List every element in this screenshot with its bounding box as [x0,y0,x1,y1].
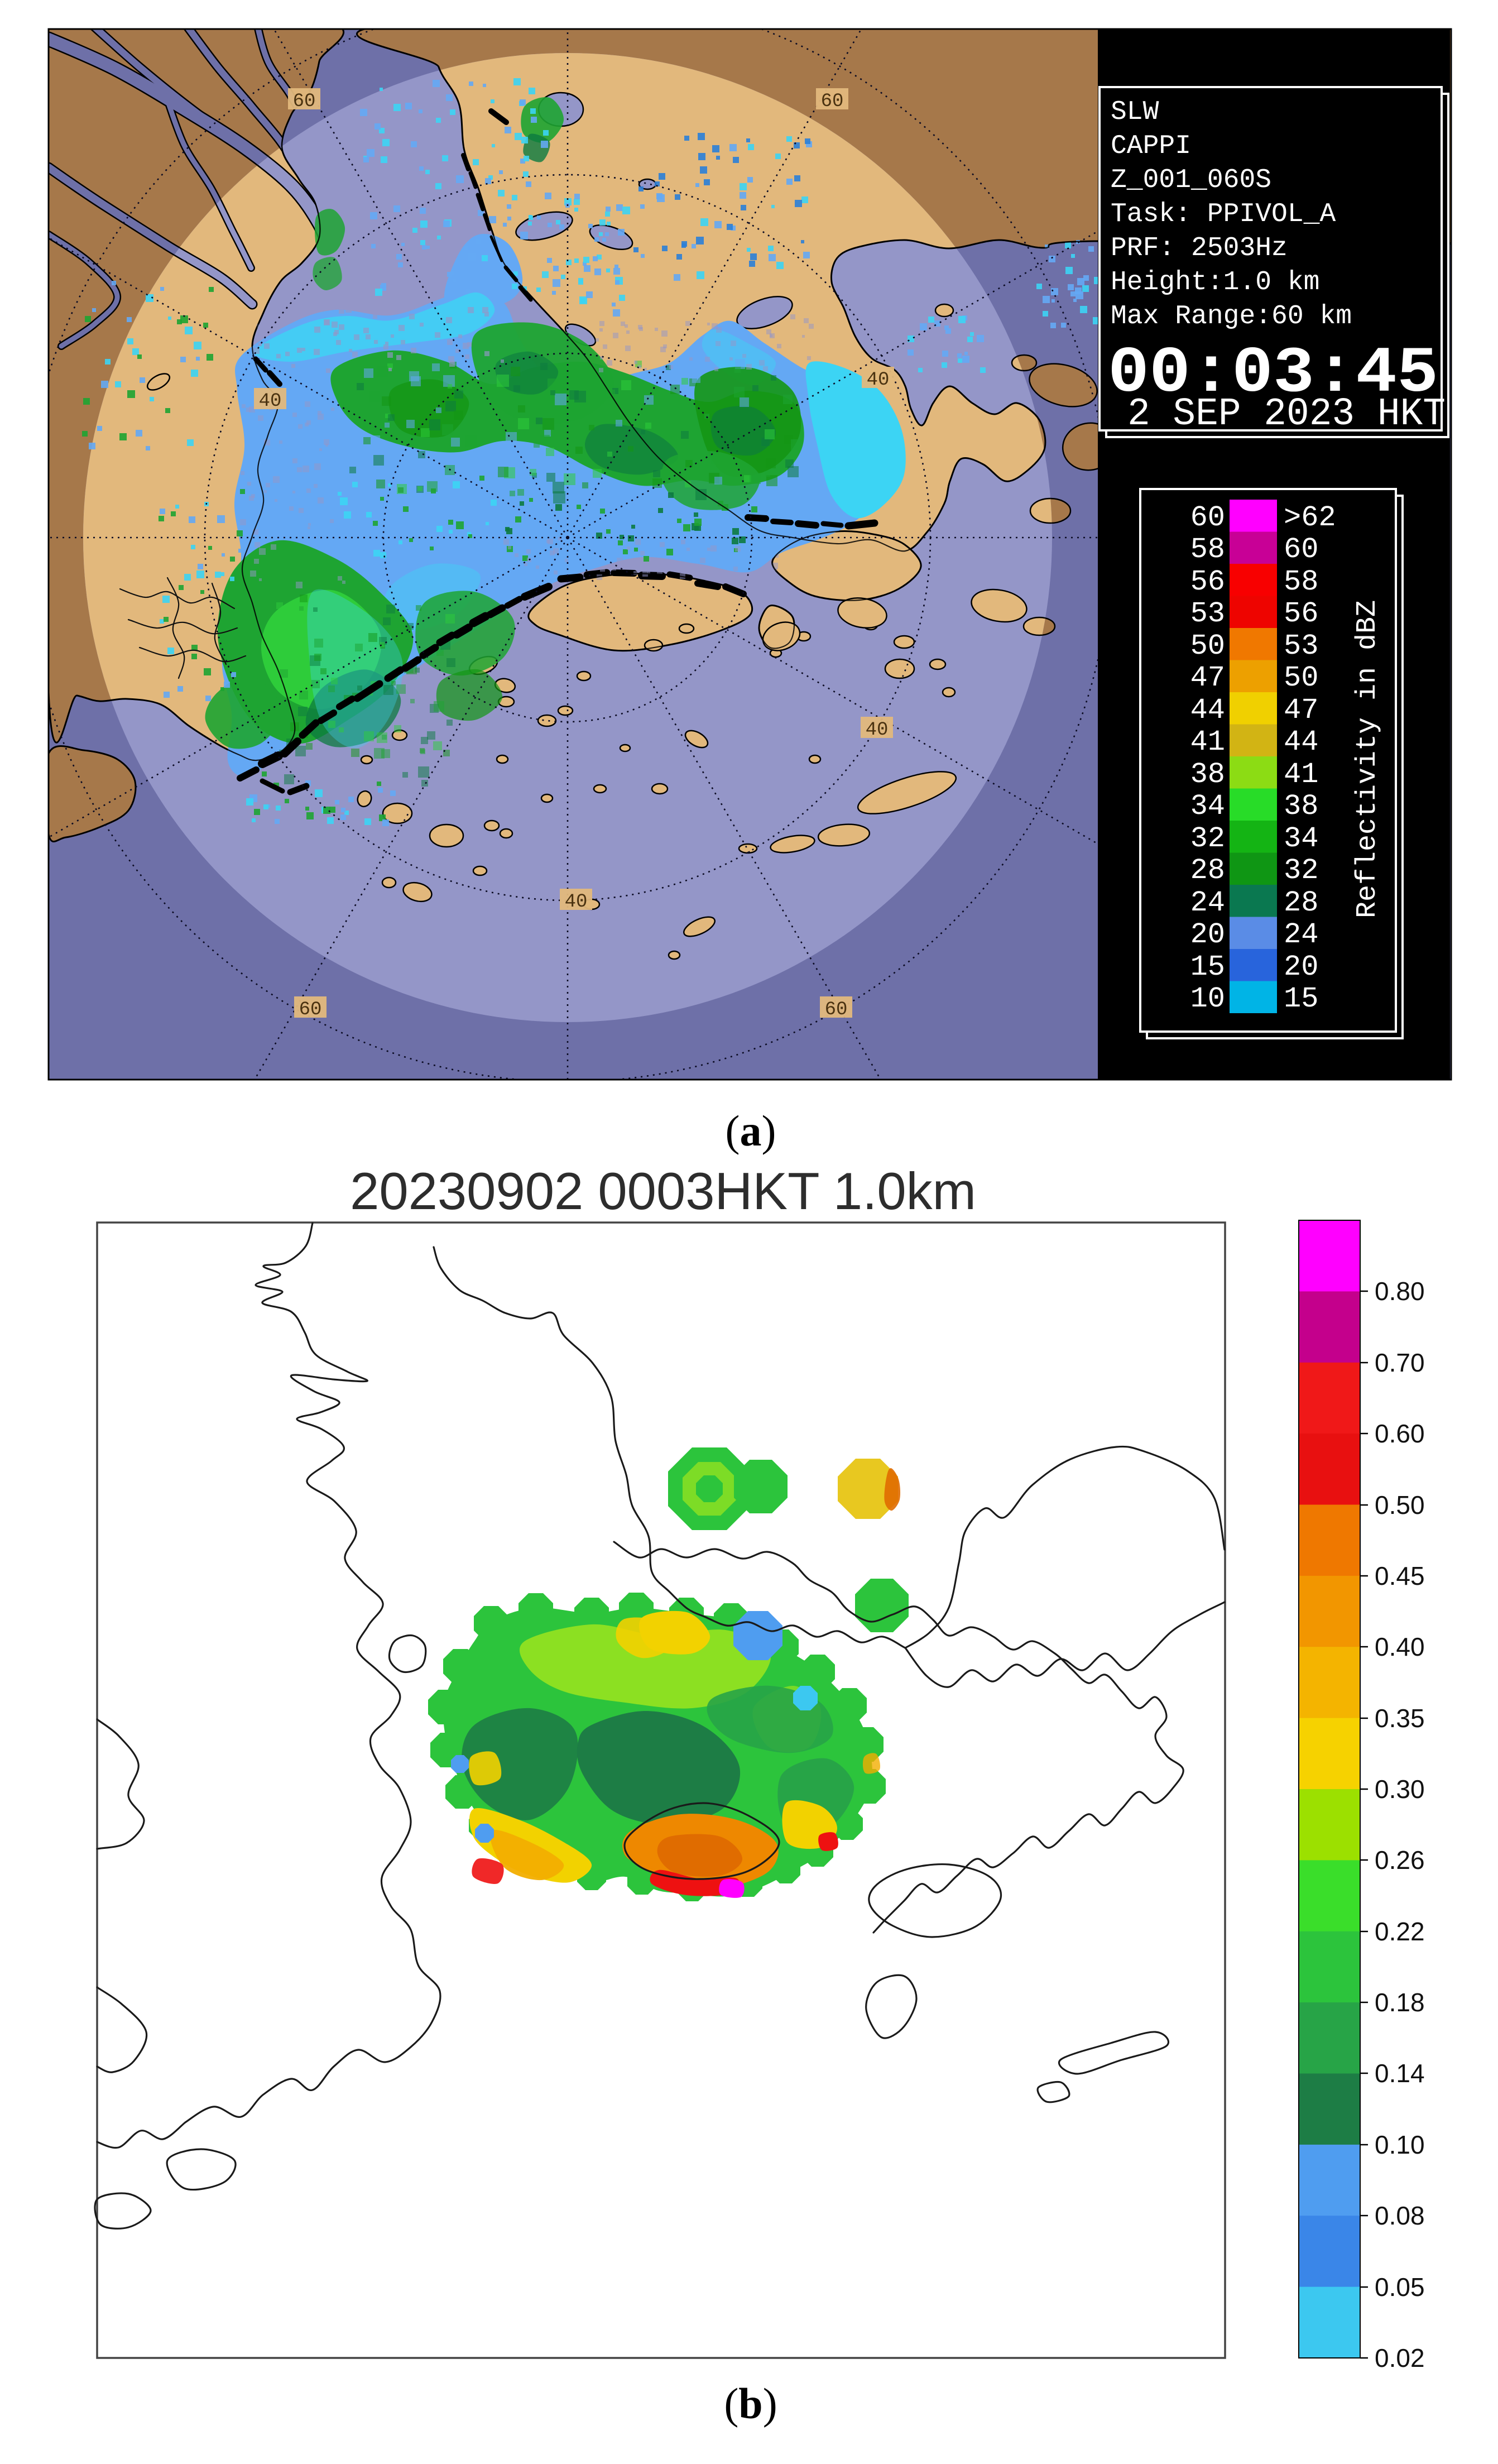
svg-text:>62: >62 [1284,501,1336,534]
svg-text:50: 50 [1284,661,1318,694]
svg-text:Z_001_060S: Z_001_060S [1111,165,1271,195]
svg-text:40: 40 [866,720,889,741]
svg-text:47: 47 [1190,661,1225,694]
svg-text:28: 28 [1190,854,1225,887]
svg-text:20: 20 [1284,951,1318,984]
svg-text:0.18: 0.18 [1375,1988,1425,2017]
svg-text:24: 24 [1190,886,1225,919]
svg-text:15: 15 [1190,951,1225,984]
svg-text:56: 56 [1284,597,1318,630]
svg-text:60: 60 [1190,501,1225,534]
svg-text:15: 15 [1284,982,1318,1015]
svg-text:44: 44 [1190,694,1225,727]
svg-text:Task: PPIVOL_A: Task: PPIVOL_A [1111,199,1336,229]
svg-text:60: 60 [293,91,316,112]
svg-text:60: 60 [821,91,844,112]
svg-text:60: 60 [1284,533,1318,566]
svg-text:0.26: 0.26 [1375,1845,1425,1875]
svg-text:0.80: 0.80 [1375,1277,1425,1306]
svg-text:0.05: 0.05 [1375,2273,1425,2302]
svg-text:44: 44 [1284,726,1318,759]
svg-text:0.08: 0.08 [1375,2201,1425,2230]
svg-text:20230902 0003HKT 1.0km: 20230902 0003HKT 1.0km [350,1162,976,1220]
svg-text:0.45: 0.45 [1375,1561,1425,1590]
svg-text:40: 40 [565,891,588,913]
svg-text:20: 20 [1190,918,1225,951]
svg-text:34: 34 [1284,822,1318,855]
svg-text:10: 10 [1190,982,1225,1015]
svg-text:PRF: 2503Hz: PRF: 2503Hz [1111,233,1288,263]
svg-text:0.02: 0.02 [1375,2343,1425,2372]
svg-text:0.30: 0.30 [1375,1775,1425,1804]
svg-text:0.60: 0.60 [1375,1419,1425,1448]
svg-text:0.22: 0.22 [1375,1917,1425,1946]
svg-text:(b): (b) [724,2379,777,2428]
svg-text:53: 53 [1190,597,1225,630]
svg-text:38: 38 [1284,790,1318,823]
svg-text:47: 47 [1284,694,1318,727]
svg-text:34: 34 [1190,790,1225,823]
svg-text:32: 32 [1284,854,1318,887]
svg-text:0.50: 0.50 [1375,1490,1425,1519]
svg-text:0.70: 0.70 [1375,1348,1425,1377]
svg-text:SLW: SLW [1111,97,1159,127]
svg-text:00:03:45: 00:03:45 [1108,337,1438,410]
svg-text:60: 60 [825,999,848,1020]
svg-text:38: 38 [1190,758,1225,791]
svg-text:41: 41 [1190,726,1225,759]
svg-text:41: 41 [1284,758,1318,791]
svg-text:50: 50 [1190,630,1225,663]
svg-text:28: 28 [1284,886,1318,919]
svg-text:24: 24 [1284,918,1318,951]
svg-text:56: 56 [1190,565,1225,598]
svg-text:Height:1.0 km: Height:1.0 km [1111,267,1319,298]
svg-text:0.14: 0.14 [1375,2059,1425,2088]
svg-text:32: 32 [1190,822,1225,855]
svg-text:CAPPI: CAPPI [1111,131,1191,161]
svg-text:0.35: 0.35 [1375,1704,1425,1733]
svg-text:Max Range:60 km: Max Range:60 km [1111,301,1352,332]
svg-text:53: 53 [1284,630,1318,663]
svg-text:58: 58 [1284,565,1318,598]
svg-text:(a): (a) [726,1106,776,1155]
svg-text:0.40: 0.40 [1375,1632,1425,1661]
svg-text:60: 60 [299,999,322,1020]
svg-text:40: 40 [867,370,890,391]
svg-text:2 SEP 2023 HKT: 2 SEP 2023 HKT [1127,392,1446,437]
svg-text:0.10: 0.10 [1375,2130,1425,2159]
svg-text:58: 58 [1190,533,1225,566]
svg-text:Reflectivity in dBZ: Reflectivity in dBZ [1352,600,1384,918]
svg-text:40: 40 [259,391,282,412]
